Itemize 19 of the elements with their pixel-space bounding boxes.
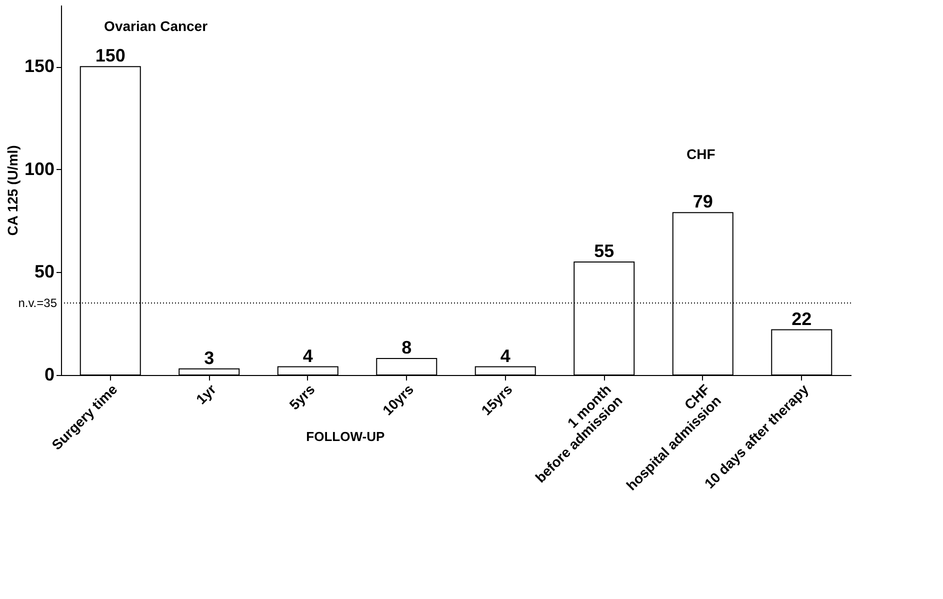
data-label: 55 (594, 240, 614, 261)
y-tick-label: 50 (34, 262, 54, 282)
data-label: 4 (302, 346, 313, 366)
data-label: 8 (402, 338, 412, 358)
annotation: Ovarian Cancer (104, 18, 208, 34)
y-tick-label: 100 (24, 158, 54, 179)
x-tick-label: 5yrs (286, 380, 318, 413)
y-tick-label: 0 (44, 364, 54, 384)
y-tick-label: 150 (24, 56, 54, 76)
data-label: 3 (204, 348, 214, 368)
y-axis-title: CA 125 (U/ml) (4, 145, 20, 236)
ref-line-label: n.v.=35 (18, 296, 58, 310)
data-label: 79 (692, 192, 713, 212)
text: FOLLOW-UP (306, 429, 385, 444)
data-label: 4 (500, 346, 510, 366)
x-tick-label: 1yr (192, 380, 220, 408)
data-label: 22 (792, 308, 812, 329)
annotation: CHF (686, 146, 716, 162)
data-label: 150 (95, 46, 126, 66)
